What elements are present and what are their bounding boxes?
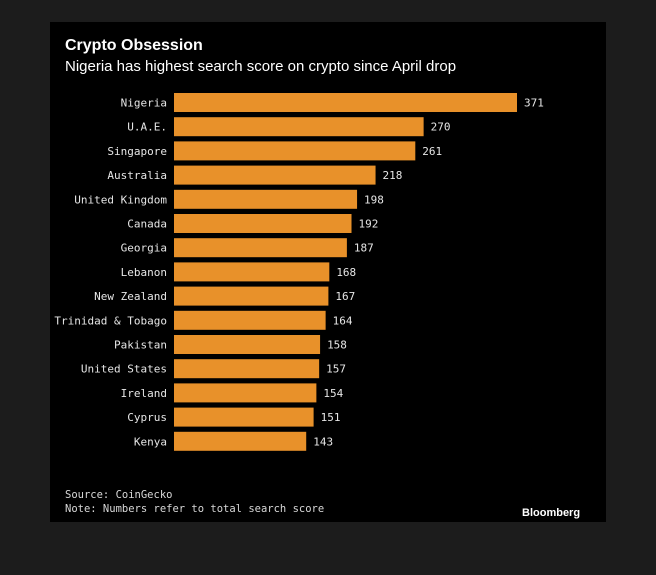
bar	[174, 165, 376, 185]
bar	[174, 262, 330, 282]
bar-chart: Nigeria 371 U.A.E. 270 Singapore 261 Australia…	[54, 93, 544, 451]
bar	[174, 141, 416, 161]
category-label: Canada	[127, 218, 167, 231]
category-label: United States	[81, 363, 167, 376]
value-label: 168	[336, 266, 356, 279]
source-note: Source: CoinGecko	[65, 489, 173, 501]
category-label: Kenya	[134, 435, 167, 448]
category-label: Trinidad & Tobago	[54, 314, 167, 327]
value-label: 151	[321, 411, 341, 424]
value-label: 164	[333, 314, 353, 327]
category-label: U.A.E.	[127, 121, 167, 134]
bar	[174, 117, 424, 137]
category-label: Nigeria	[121, 97, 167, 110]
bar	[174, 189, 358, 209]
value-label: 192	[359, 218, 379, 231]
value-label: 198	[364, 193, 384, 206]
category-label: Australia	[107, 169, 167, 182]
category-label: Ireland	[121, 387, 167, 400]
value-label: 218	[383, 169, 403, 182]
bar	[174, 383, 317, 403]
value-label: 270	[431, 121, 451, 134]
footnote: Note: Numbers refer to total search scor…	[65, 503, 325, 515]
bar	[174, 310, 326, 330]
bar	[174, 407, 314, 427]
category-label: Singapore	[107, 145, 167, 158]
category-label: Cyprus	[127, 411, 167, 424]
value-label: 187	[354, 242, 374, 255]
value-label: 261	[422, 145, 442, 158]
value-label: 154	[323, 387, 343, 400]
bar	[174, 359, 320, 379]
category-label: Lebanon	[121, 266, 167, 279]
category-label: United Kingdom	[74, 193, 167, 206]
bar	[174, 238, 347, 258]
chart-subtitle: Nigeria has highest search score on cryp…	[65, 58, 457, 75]
value-label: 143	[313, 435, 333, 448]
chart-panel: Crypto Obsession Nigeria has highest sea…	[50, 22, 606, 522]
category-label: Pakistan	[114, 339, 167, 352]
bar	[174, 286, 329, 306]
bar	[174, 93, 517, 112]
value-label: 167	[335, 290, 355, 303]
bar	[174, 431, 307, 451]
category-label: Georgia	[121, 242, 167, 255]
bloomberg-logo: Bloomberg	[522, 507, 581, 519]
chart-title: Crypto Obsession	[65, 37, 203, 54]
value-label: 158	[327, 339, 347, 352]
category-label: New Zealand	[94, 290, 167, 303]
value-label: 157	[326, 363, 346, 376]
value-label: 371	[524, 97, 544, 110]
bar	[174, 214, 352, 233]
bar	[174, 335, 321, 354]
